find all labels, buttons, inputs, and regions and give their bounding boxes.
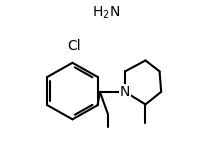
Text: H$_2$N: H$_2$N (92, 5, 120, 21)
Text: Cl: Cl (67, 39, 81, 53)
Text: N: N (120, 85, 130, 99)
